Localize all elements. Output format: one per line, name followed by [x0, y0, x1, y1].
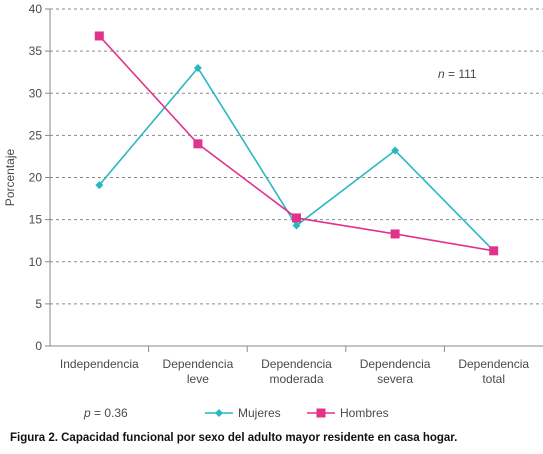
legend-label-mujeres: Mujeres: [238, 406, 281, 420]
data-point-mujeres: [391, 146, 400, 155]
legend: Mujeres Hombres: [205, 406, 389, 420]
x-category-label: Dependencia leve: [163, 357, 234, 386]
y-tick-label: 0: [35, 339, 42, 353]
y-tick-label: 10: [29, 255, 43, 269]
data-point-mujeres: [193, 63, 202, 72]
data-point-mujeres: [95, 181, 104, 190]
x-category-label: Independencia: [60, 357, 139, 371]
y-tick-label: 25: [29, 128, 43, 142]
axes: [45, 8, 543, 352]
series-markers: [94, 31, 499, 256]
x-category-labels: Independencia Dependencia leve Dependencia m…: [60, 357, 529, 386]
p-value-annotation: p = 0.36: [83, 406, 128, 420]
legend-marker-hombres: [316, 408, 326, 418]
data-point-mujeres: [292, 221, 301, 230]
figure-caption: Figura 2. Capacidad funcional por sexo d…: [10, 432, 458, 444]
y-tick-label: 35: [29, 44, 43, 58]
y-tick-labels: 0 5 10 15 20 25 30 35 40: [29, 2, 43, 353]
x-category-label: Dependencia total: [458, 357, 529, 386]
y-axis-label: Porcentaje: [3, 148, 17, 206]
y-tick-label: 40: [29, 2, 43, 16]
legend-label-hombres: Hombres: [340, 406, 389, 420]
data-point-hombres: [489, 246, 499, 256]
legend-marker-mujeres: [215, 409, 223, 417]
x-category-label: Dependencia moderada: [261, 357, 332, 386]
y-tick-label: 30: [29, 86, 43, 100]
y-tick-label: 15: [29, 213, 43, 227]
line-chart: 0 5 10 15 20 25 30 35 40 Independencia Dependenci…: [3, 2, 543, 420]
sample-size-annotation: n = 111: [438, 67, 477, 81]
grid-lines: [50, 8, 543, 305]
data-point-hombres: [292, 213, 301, 223]
data-point-hombres: [94, 31, 104, 41]
data-point-hombres: [193, 139, 203, 149]
x-category-label: Dependencia severa: [360, 357, 431, 386]
y-tick-label: 5: [35, 297, 42, 311]
y-tick-label: 20: [29, 171, 43, 185]
data-point-hombres: [390, 229, 400, 239]
